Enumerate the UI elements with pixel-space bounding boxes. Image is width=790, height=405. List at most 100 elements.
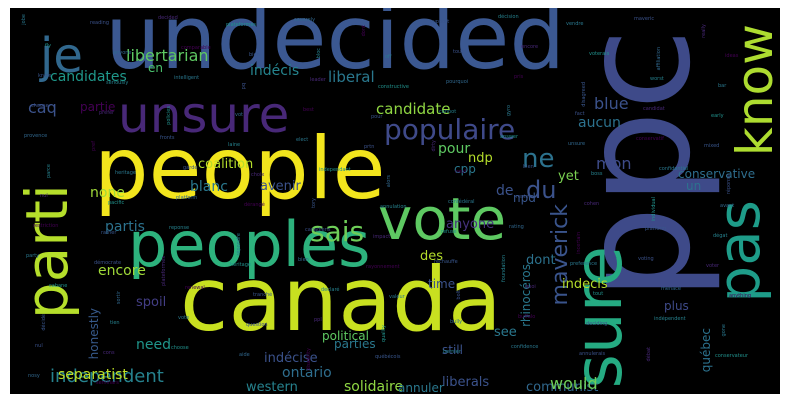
cloud-word-small: heritage [115,170,136,176]
cloud-word-small: canadiens [305,227,331,233]
cloud-word: conservative [678,167,756,181]
cloud-word-small: vot [235,112,243,118]
cloud-word-small: leader [310,77,326,83]
cloud-word: blue [594,94,629,113]
cloud-word-small: best [303,107,314,113]
cloud-word: parties [334,337,376,351]
cloud-word-small: pq [241,83,247,90]
cloud-word-small: boss [591,171,603,177]
cloud-word-small: confédéral [448,199,475,205]
cloud-word-small: pref [91,141,97,151]
cloud-word: avenir [260,179,301,194]
cloud-word-small: choose [171,345,189,351]
cloud-word: partie [80,100,116,114]
cloud-word-small: incertain [576,232,582,255]
cloud-word-small: impact [373,234,391,240]
cloud-word-small: bien [249,52,260,58]
cloud-word-small: menace [661,286,682,292]
cloud-word: québec [699,328,713,373]
cloud-word-small: pourquoi [446,79,469,85]
cloud-word-small: candidat [643,106,665,112]
cloud-word-small: bolt [456,290,462,300]
cloud-word-small: affiliation [656,47,662,71]
cloud-word-small: quality [381,325,387,343]
cloud-word-small: bien [298,257,309,263]
cloud-word-small: independant [319,167,351,173]
cloud-word-small: voting [638,256,654,262]
cloud-word: spoil [136,295,167,310]
cloud-word-small: annulerais [579,351,606,357]
cloud-word-small: rayonnement [366,264,400,270]
cloud-word-small: off [385,54,392,60]
cloud-word-small: ideas [725,53,739,59]
cloud-word-small: unsure [568,141,586,147]
cloud-word: sais [310,215,365,248]
cloud-word-small: bernier [443,349,461,355]
cloud-word: indécise [264,351,318,366]
cloud-word: candidates [50,69,127,85]
cloud-word-small: seriously [106,80,129,86]
cloud-word-small: plateformes [161,256,167,287]
cloud-word: annuler [398,381,444,394]
cloud-word: caq [28,98,57,117]
cloud-word-small: bully [450,319,463,325]
cloud-word: mon [596,154,632,173]
cloud-word-small: sortir [116,291,122,305]
cloud-word-small: bar [718,83,727,89]
cloud-word-small: individual [651,197,657,222]
cloud-word-small: avant [720,203,735,209]
cloud-word-small: seminars [96,380,119,386]
cloud-word: unsure [118,86,290,144]
cloud-word-small: dont [361,25,367,37]
cloud-word-small: disagreed [581,82,587,107]
cloud-word: political [322,329,369,343]
cloud-word-small: comparable [181,45,211,51]
cloud-word: would [550,374,598,393]
cloud-word: anyone [446,217,495,232]
cloud-word-small: prtn [364,144,375,150]
word-cloud: undecided ppc people canada vote peoples sure u… [10,8,780,394]
cloud-word: need [136,337,171,353]
cloud-word-small: restriction [33,223,59,229]
cloud-word: de [496,183,514,199]
cloud-word: vote [378,185,507,253]
cloud-word-small: laine [228,142,241,148]
cloud-word-small: bien [523,164,534,170]
cloud-word-small: cons [103,350,115,356]
cloud-word-small: heritage [230,262,251,268]
cloud-word-small: pris [514,74,524,80]
cloud-word: des [420,249,444,264]
cloud-word: peoples [128,208,371,281]
cloud-word: sure [560,246,637,389]
cloud-word: plus [664,299,689,313]
cloud-word: people [94,119,386,219]
cloud-word-small: quoi [525,284,536,290]
cloud-word-small: refuse [441,229,457,235]
cloud-word-small: maveric [634,16,655,22]
cloud-word-small: anyone [113,50,132,56]
cloud-word-small: elect [296,137,309,143]
cloud-word-small: choose [31,103,49,109]
cloud-word-small: constructive [378,84,409,90]
cloud-word: pour [438,141,471,157]
cloud-word: still [442,343,463,357]
cloud-word: independent [50,366,164,387]
cloud-word-small: nosy [28,373,40,379]
cloud-word-small: vote [178,315,190,321]
cloud-word-small: reste [516,194,529,200]
cloud-word: ne [522,144,555,174]
cloud-word: encore [98,263,146,279]
cloud-word-small: neuf [455,169,467,175]
cloud-word-small: cabane [49,283,68,289]
cloud-word-small: confidentiel [659,166,689,172]
cloud-word-small: voter [706,263,720,269]
cloud-word-small: valeur [389,294,405,300]
cloud-word: solidaire [344,379,404,394]
cloud-word-small: décision [498,14,519,20]
cloud-word: canada [180,248,502,351]
cloud-word: liberals [442,375,490,390]
cloud-word-small: severely [294,17,316,23]
cloud-word: dont [526,253,556,268]
cloud-word-small: preference [570,261,598,267]
cloud-word: western [246,380,298,394]
